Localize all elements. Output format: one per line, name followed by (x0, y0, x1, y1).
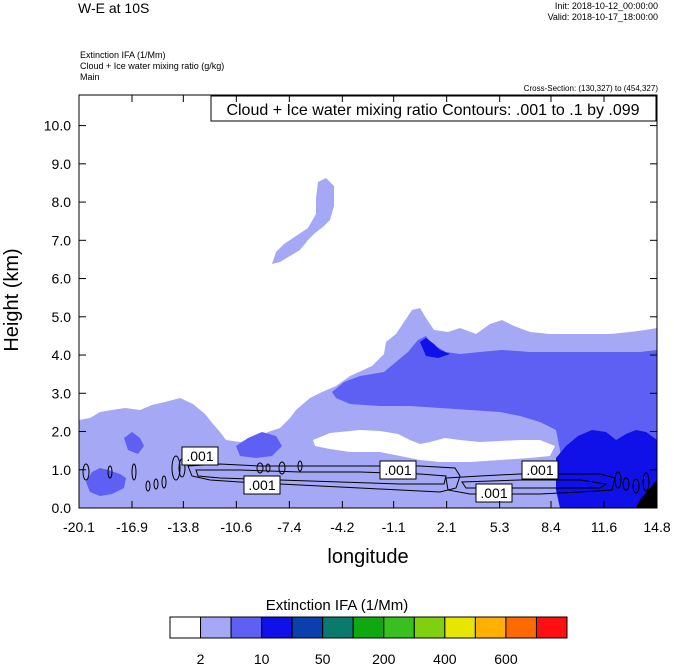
y-tick-label: 2.0 (52, 424, 72, 440)
y-tick-label: 7.0 (52, 232, 72, 248)
x-axis-title: longitude (327, 546, 408, 568)
extinction-region-level-200 (636, 480, 657, 508)
colorbar (169, 616, 568, 639)
contour-blob-13 (614, 471, 622, 489)
contour-label-box-4 (475, 483, 513, 503)
chart-title: W-E at 10S (78, 0, 150, 16)
contour-blob-10 (265, 463, 271, 473)
colorbar-swatch (230, 616, 263, 639)
y-axis-title: Height (km) (1, 248, 23, 351)
contour-label-5: .001 (526, 462, 553, 478)
colorbar-swatch (200, 616, 232, 639)
contour-label-box-1 (181, 446, 219, 466)
contour-label-3: .001 (384, 462, 411, 478)
colorbar-swatch (505, 616, 537, 639)
contour-label-2: .001 (248, 477, 275, 493)
x-tick-label: -13.8 (167, 519, 199, 535)
contour-line-main (187, 463, 461, 493)
contour-blob-16 (642, 472, 650, 492)
extinction-region-level-50 (420, 338, 657, 508)
field-label-mixing-ratio: Cloud + Ice water mixing ratio (g/kg) (80, 61, 225, 71)
y-tick-label: 4.0 (52, 347, 72, 363)
contour-blob-7 (171, 455, 181, 481)
x-axis: -20.1 -16.9 -13.8 -10.6 -7.4 -4.2 -1.1 2.1 5.3 8.… (63, 95, 671, 535)
y-tick-label: 0.0 (52, 500, 72, 516)
contour-layer (82, 455, 650, 495)
y-tick-label: 8.0 (52, 194, 72, 210)
colorbar-title: Extinction IFA (1/Mm) (265, 597, 409, 614)
colorbar-label: 50 (314, 651, 331, 667)
contour-blob-4 (145, 480, 151, 492)
y-tick-label: 10.0 (44, 118, 71, 134)
colorbar-swatch (352, 616, 385, 639)
colorbar-label: 600 (494, 651, 518, 667)
contour-info-frame (210, 95, 657, 122)
colorbar-swatch (261, 616, 293, 639)
plot-fill-layer (79, 178, 657, 508)
x-tick-label: 14.8 (643, 519, 670, 535)
contour-blob-12 (297, 460, 303, 472)
x-tick-label: -10.6 (220, 519, 252, 535)
contour-blob-3 (131, 463, 137, 481)
colorbar-label: 400 (433, 651, 457, 667)
colorbar-swatch (169, 616, 202, 639)
colorbar-swatch (444, 616, 476, 639)
contour-blob-14 (622, 477, 630, 491)
field-label-extinction: Extinction IFA (1/Mm) (80, 50, 166, 60)
contour-line-inner (195, 469, 447, 485)
x-tick-label: 11.6 (591, 519, 617, 535)
x-tick-label: -16.9 (116, 519, 148, 535)
contour-label-box-2 (243, 475, 281, 495)
x-tick-label: -4.2 (330, 519, 354, 535)
x-tick-label: 2.1 (437, 519, 457, 535)
cross-section-label: Cross-Section: (130,327) to (454,327) (523, 84, 658, 93)
contour-label-1: .001 (186, 448, 213, 464)
plot-frame (78, 94, 658, 509)
x-tick-label: -7.4 (277, 519, 301, 535)
x-tick-label: 5.3 (490, 519, 510, 535)
x-tick-label: -1.1 (382, 519, 406, 535)
contour-label-4: .001 (480, 485, 507, 501)
colorbar-swatch (383, 616, 415, 639)
colorbar-swatch (291, 616, 324, 639)
contour-blob-15 (632, 478, 640, 494)
y-tick-label: 5.0 (52, 309, 72, 325)
contour-blob-1 (82, 463, 90, 481)
contour-info-text: Cloud + Ice water mixing ratio Contours:… (226, 102, 639, 119)
init-time: Init: 2018-10-12_00:00:00 (554, 1, 658, 11)
contour-label-box-3 (379, 460, 417, 480)
colorbar-swatch (535, 616, 568, 639)
contour-blob-2 (107, 465, 113, 479)
colorbar-label: 10 (253, 651, 270, 667)
contour-blob-6 (161, 475, 167, 489)
y-tick-label: 3.0 (52, 385, 72, 401)
colorbar-swatch (413, 616, 446, 639)
colorbar-swatch (322, 616, 354, 639)
colorbar-swatch (474, 616, 507, 639)
x-tick-label: 8.4 (541, 519, 561, 535)
contour-blob-9 (256, 462, 264, 474)
y-axis: 0.0 1.0 2.0 3.0 4.0 5.0 6.0 7.0 8.0 9.0 10.0 (44, 118, 657, 516)
contour-label-boxes: .001 .001 .001 .001 .001 (181, 446, 559, 503)
contour-blob-5 (153, 478, 159, 490)
extinction-region-level-10 (86, 336, 657, 508)
x-tick-label: -20.1 (63, 519, 95, 535)
y-tick-label: 1.0 (52, 462, 72, 478)
y-tick-label: 9.0 (52, 156, 72, 172)
y-tick-label: 6.0 (52, 271, 72, 287)
field-label-domain: Main (80, 72, 100, 82)
valid-time: Valid: 2018-10-17_18:00:00 (547, 12, 658, 22)
colorbar-label: 200 (372, 651, 396, 667)
contour-blob-11 (278, 461, 286, 475)
contour-label-box-5 (521, 460, 559, 480)
colorbar-label: 2 (196, 651, 205, 667)
contour-info-box: Cloud + Ice water mixing ratio Contours:… (210, 95, 657, 122)
extinction-region-level-2-upper (272, 178, 334, 264)
contour-line-right (445, 473, 616, 495)
